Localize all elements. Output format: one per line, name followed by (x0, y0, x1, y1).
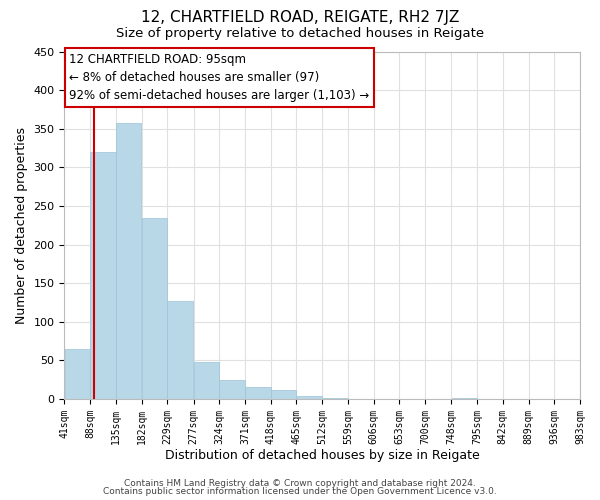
Text: Contains HM Land Registry data © Crown copyright and database right 2024.: Contains HM Land Registry data © Crown c… (124, 478, 476, 488)
X-axis label: Distribution of detached houses by size in Reigate: Distribution of detached houses by size … (165, 450, 479, 462)
Bar (142, 218, 167, 399)
Bar (322, 398, 348, 399)
Text: 12, CHARTFIELD ROAD, REIGATE, RH2 7JZ: 12, CHARTFIELD ROAD, REIGATE, RH2 7JZ (141, 10, 459, 25)
Bar (167, 301, 193, 399)
Bar (452, 398, 477, 399)
Bar (220, 380, 245, 399)
Bar (271, 390, 296, 399)
Text: Size of property relative to detached houses in Reigate: Size of property relative to detached ho… (116, 28, 484, 40)
Bar (296, 396, 322, 399)
Text: 12 CHARTFIELD ROAD: 95sqm
← 8% of detached houses are smaller (97)
92% of semi-d: 12 CHARTFIELD ROAD: 95sqm ← 8% of detach… (70, 53, 370, 102)
Text: Contains public sector information licensed under the Open Government Licence v3: Contains public sector information licen… (103, 487, 497, 496)
Bar (245, 386, 271, 399)
Y-axis label: Number of detached properties: Number of detached properties (15, 126, 28, 324)
Bar (90, 152, 116, 399)
Bar (65, 349, 90, 399)
Bar (194, 362, 219, 399)
Bar (116, 122, 142, 399)
